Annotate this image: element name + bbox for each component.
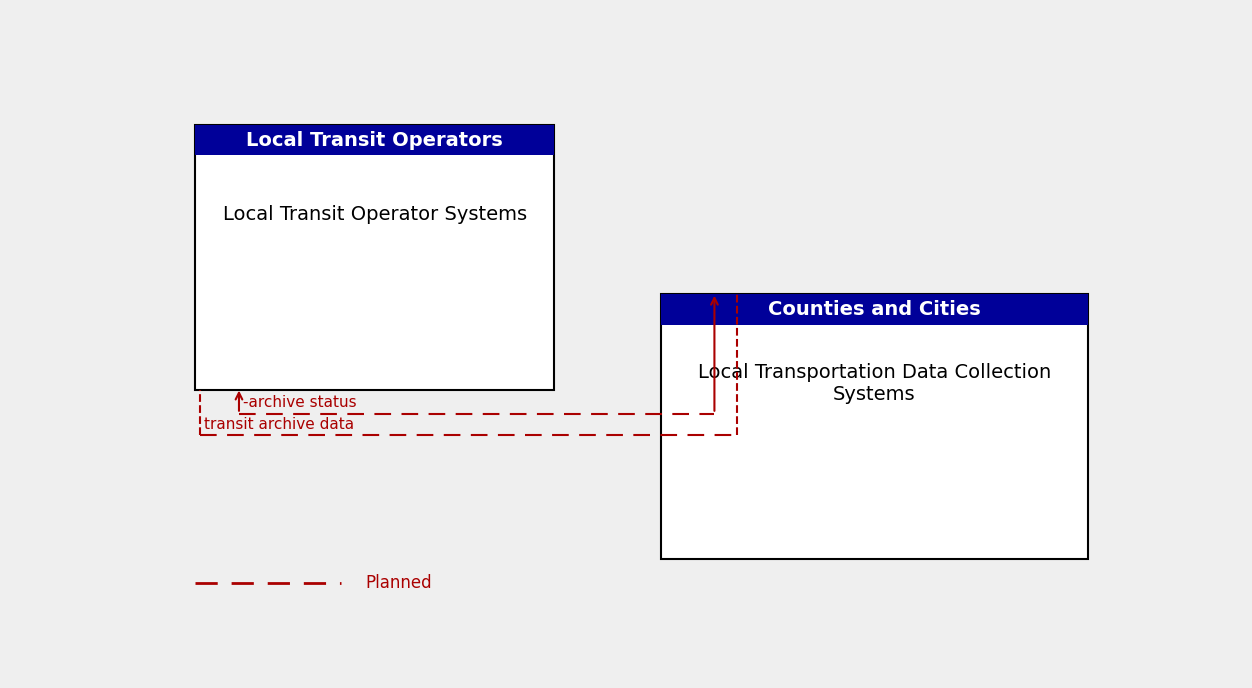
- Text: Planned: Planned: [366, 574, 432, 592]
- Text: transit archive data: transit archive data: [204, 417, 354, 431]
- Text: Local Transit Operators: Local Transit Operators: [247, 131, 503, 150]
- Bar: [661, 294, 1088, 325]
- Text: Counties and Cities: Counties and Cities: [769, 300, 980, 319]
- Text: Local Transit Operator Systems: Local Transit Operator Systems: [223, 204, 527, 224]
- Bar: [195, 125, 555, 155]
- Bar: [661, 294, 1088, 559]
- Bar: [195, 125, 555, 390]
- Text: Local Transportation Data Collection
Systems: Local Transportation Data Collection Sys…: [697, 363, 1052, 404]
- Text: -archive status: -archive status: [243, 396, 357, 411]
